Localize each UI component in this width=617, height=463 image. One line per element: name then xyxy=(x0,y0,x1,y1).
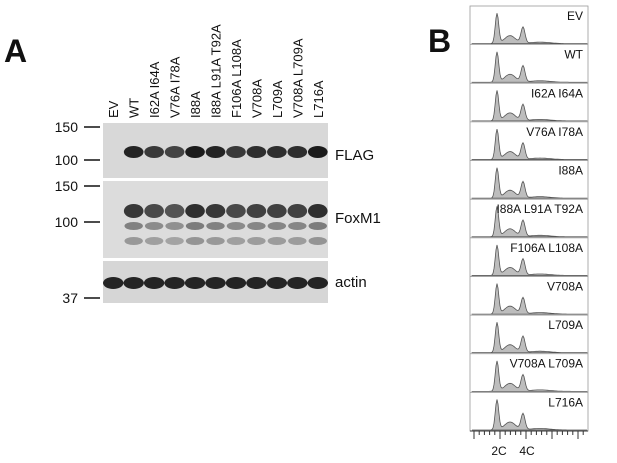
band xyxy=(185,222,205,230)
row-label: V708A xyxy=(547,279,583,293)
band xyxy=(247,237,266,245)
row-label: V76A I78A xyxy=(526,125,583,139)
histogram xyxy=(471,51,588,83)
panel-label: A xyxy=(4,33,27,69)
band xyxy=(165,237,184,245)
band xyxy=(143,277,165,289)
x-label: 4C xyxy=(519,444,535,458)
histogram xyxy=(471,13,588,45)
band xyxy=(124,237,143,245)
panel-label: B xyxy=(428,23,451,59)
band xyxy=(123,204,144,218)
band xyxy=(206,222,225,230)
band xyxy=(226,204,246,218)
histogram xyxy=(471,129,588,160)
band xyxy=(144,222,164,230)
histogram xyxy=(471,244,588,276)
histogram xyxy=(471,167,588,199)
band xyxy=(226,222,246,230)
band xyxy=(288,237,307,245)
band xyxy=(185,204,205,218)
band xyxy=(226,237,246,245)
lane-label: F106A L108A xyxy=(229,39,244,118)
band xyxy=(124,222,143,230)
band xyxy=(184,277,206,289)
row-label: I62A I64A xyxy=(531,86,583,100)
band xyxy=(246,204,267,218)
band xyxy=(267,204,287,218)
blot-label: actin xyxy=(335,274,367,291)
lane-label: V76A I78A xyxy=(168,56,183,118)
band xyxy=(287,277,308,289)
band xyxy=(103,277,124,289)
band xyxy=(308,222,327,230)
band xyxy=(225,277,247,289)
marker-label: 100 xyxy=(55,214,79,230)
band xyxy=(307,277,329,289)
histogram xyxy=(472,399,587,431)
band xyxy=(164,146,185,158)
blot xyxy=(103,181,328,258)
band xyxy=(123,146,144,158)
band xyxy=(266,277,288,289)
row-label: EV xyxy=(567,9,583,23)
row-label: V708A L709A xyxy=(510,357,583,371)
band xyxy=(307,204,328,218)
lane-label: L716A xyxy=(311,80,326,118)
row-label: I88A L91A T92A xyxy=(496,202,583,216)
band xyxy=(246,277,267,289)
row-label: WT xyxy=(564,48,583,62)
band xyxy=(123,277,144,289)
band xyxy=(164,204,185,218)
marker-label: 150 xyxy=(55,178,79,194)
lane-label: EV xyxy=(106,100,121,118)
x-label: 2C xyxy=(491,444,507,458)
band xyxy=(205,204,226,218)
blot-label: FLAG xyxy=(335,147,374,164)
row-label: I88A xyxy=(558,164,583,178)
band xyxy=(267,146,287,158)
band xyxy=(144,237,164,245)
marker-label: 150 xyxy=(55,119,79,135)
band xyxy=(226,146,246,158)
row-label: F106A L108A xyxy=(510,241,583,255)
histogram xyxy=(471,283,588,315)
marker-label: 100 xyxy=(55,152,79,168)
lane-label: I62A I64A xyxy=(147,61,162,118)
band xyxy=(247,222,266,230)
band xyxy=(287,204,308,218)
band xyxy=(287,146,308,158)
lane-label: V708A xyxy=(249,79,264,118)
histogram xyxy=(471,90,588,122)
band xyxy=(288,222,307,230)
histogram xyxy=(471,322,588,354)
lane-label: WT xyxy=(127,98,142,118)
lane-label: I88A xyxy=(188,91,203,118)
marker-label: 37 xyxy=(62,290,78,306)
band xyxy=(144,204,164,218)
lane-label: L709A xyxy=(270,80,285,118)
lane-label: I88A L91A T92A xyxy=(209,24,224,118)
row-label: L709A xyxy=(548,318,583,332)
band xyxy=(185,237,205,245)
band xyxy=(246,146,267,158)
lane-label: V708A L709A xyxy=(290,38,305,118)
band xyxy=(185,146,205,158)
band xyxy=(205,146,226,158)
histogram xyxy=(471,206,588,238)
band xyxy=(165,222,184,230)
band xyxy=(205,277,226,289)
blot-label: FoxM1 xyxy=(335,210,381,227)
band xyxy=(164,277,185,289)
band xyxy=(307,146,328,158)
band xyxy=(308,237,327,245)
histogram xyxy=(471,360,588,392)
row-label: L716A xyxy=(548,395,583,409)
band xyxy=(267,237,287,245)
band xyxy=(267,222,287,230)
band xyxy=(206,237,225,245)
band xyxy=(144,146,164,158)
